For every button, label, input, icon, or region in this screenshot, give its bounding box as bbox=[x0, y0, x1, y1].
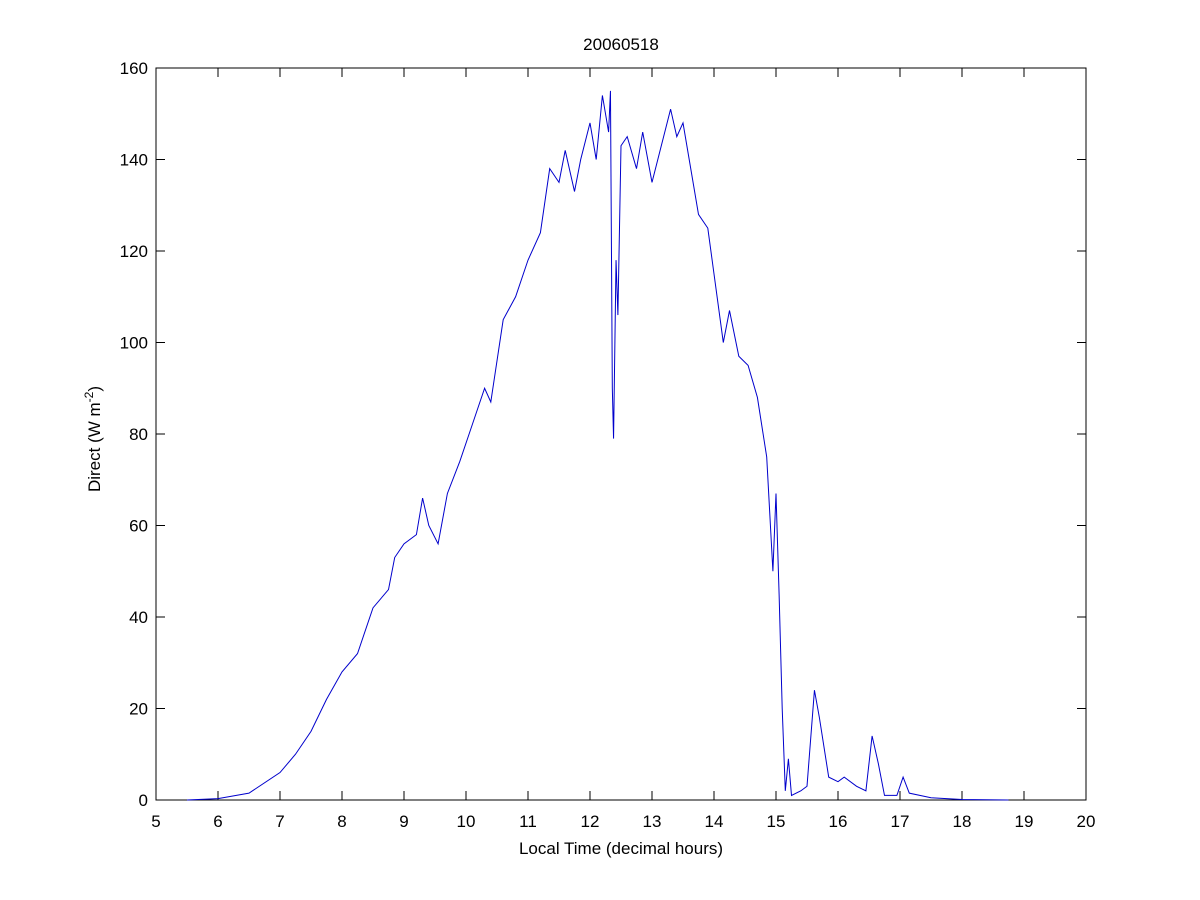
x-tick-label: 20 bbox=[1077, 812, 1096, 831]
chart-title: 20060518 bbox=[583, 35, 659, 54]
x-tick-label: 10 bbox=[457, 812, 476, 831]
y-tick-label: 60 bbox=[129, 517, 148, 536]
x-tick-label: 16 bbox=[829, 812, 848, 831]
y-axis-label-text: Direct (W m bbox=[85, 402, 104, 492]
x-tick-label: 5 bbox=[151, 812, 160, 831]
x-tick-label: 18 bbox=[953, 812, 972, 831]
data-line bbox=[186, 90, 1009, 801]
y-tick-label: 120 bbox=[120, 242, 148, 261]
y-tick-label: 160 bbox=[120, 59, 148, 78]
x-tick-label: 8 bbox=[337, 812, 346, 831]
x-tick-label: 15 bbox=[767, 812, 786, 831]
y-axis-label: Direct (W m-2) bbox=[82, 386, 104, 492]
y-tick-label: 80 bbox=[129, 425, 148, 444]
x-tick-label: 7 bbox=[275, 812, 284, 831]
x-axis-label: Local Time (decimal hours) bbox=[519, 839, 723, 858]
y-tick-label: 40 bbox=[129, 608, 148, 627]
x-tick-label: 17 bbox=[891, 812, 910, 831]
y-tick-label: 0 bbox=[139, 791, 148, 810]
x-tick-label: 12 bbox=[581, 812, 600, 831]
x-tick-label: 14 bbox=[705, 812, 724, 831]
y-axis-label-suffix: ) bbox=[85, 386, 104, 392]
x-tick-label: 19 bbox=[1015, 812, 1034, 831]
y-axis-label-sup: -2 bbox=[82, 391, 96, 402]
x-tick-label: 11 bbox=[519, 812, 537, 831]
x-tick-label: 13 bbox=[643, 812, 662, 831]
x-tick-label: 6 bbox=[213, 812, 222, 831]
y-tick-label: 20 bbox=[129, 700, 148, 719]
y-tick-label: 140 bbox=[120, 151, 148, 170]
x-tick-label: 9 bbox=[399, 812, 408, 831]
y-tick-label: 100 bbox=[120, 334, 148, 353]
